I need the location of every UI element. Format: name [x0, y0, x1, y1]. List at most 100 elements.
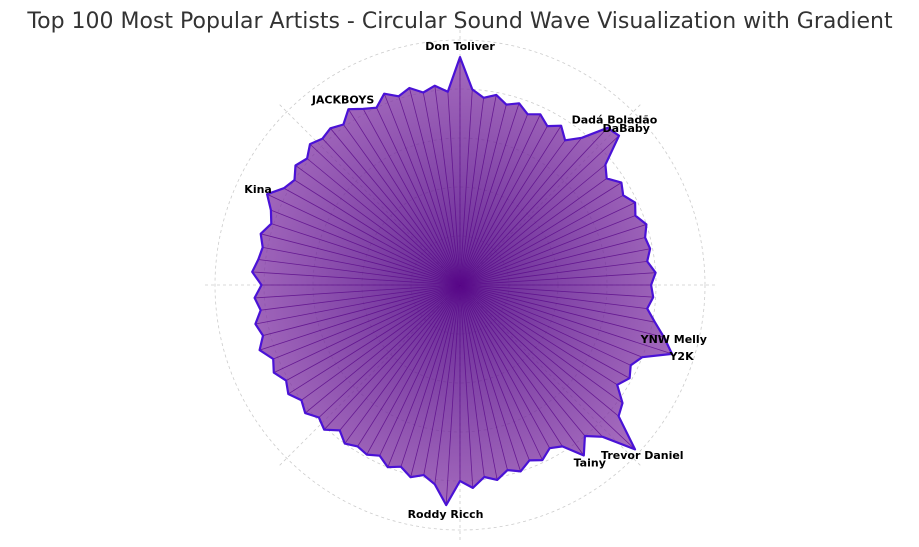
spoke	[260, 284, 461, 311]
artist-label: Dadá Boladão	[572, 114, 658, 127]
spoke	[459, 284, 551, 449]
spoke	[445, 284, 461, 506]
artist-label: YNW Melly	[640, 333, 707, 346]
spoke	[259, 284, 461, 351]
spoke	[343, 124, 461, 286]
spoke	[383, 93, 461, 286]
artist-label: Don Toliver	[425, 40, 495, 53]
grid-circle	[214, 39, 706, 531]
spoke	[459, 284, 631, 366]
artist-label: Tainy	[574, 457, 606, 470]
spoke	[459, 284, 474, 488]
spoke	[409, 87, 461, 286]
spoke	[294, 179, 461, 286]
spoke	[398, 96, 461, 286]
artist-label: DaBaby	[603, 122, 650, 135]
spoke	[459, 164, 606, 286]
spoke	[459, 97, 485, 286]
spoke	[459, 284, 563, 447]
spoke	[459, 125, 548, 286]
spoke	[459, 248, 651, 286]
spoke	[459, 284, 530, 461]
spoke	[459, 284, 656, 323]
spoke	[459, 284, 623, 404]
spoke	[376, 107, 461, 286]
spoke	[288, 284, 461, 395]
spoke	[459, 284, 654, 298]
spoke	[459, 284, 521, 472]
spoke	[304, 284, 461, 414]
spoke	[323, 284, 461, 430]
spoke	[283, 187, 461, 286]
spoke	[295, 165, 461, 286]
spoke	[459, 284, 508, 471]
spoke	[459, 137, 583, 286]
spoke	[459, 284, 585, 456]
spoke	[459, 182, 622, 286]
artist-label: Trevor Daniel	[601, 449, 684, 462]
spoke	[459, 104, 507, 286]
wave-outline	[251, 56, 674, 507]
spoke	[339, 284, 461, 431]
spoke	[447, 91, 461, 286]
spoke	[362, 108, 461, 286]
spoke	[255, 284, 461, 325]
spoke	[459, 284, 485, 478]
artist-label: Kina	[244, 183, 272, 196]
artist-label: Y2K	[668, 350, 694, 363]
spoke	[459, 89, 473, 286]
spoke	[459, 284, 543, 461]
spoke	[434, 284, 461, 485]
spoke	[459, 284, 630, 379]
spoke	[459, 284, 648, 310]
spoke	[459, 135, 620, 286]
spoke	[309, 143, 461, 286]
artist-label: Roddy Ricch	[408, 508, 484, 521]
spoke	[459, 284, 636, 450]
spoke	[270, 209, 461, 286]
spoke	[459, 284, 586, 437]
spoke	[459, 202, 636, 286]
spoke	[459, 140, 566, 286]
spoke	[306, 158, 461, 286]
spoke	[459, 114, 529, 286]
spoke	[459, 194, 624, 286]
spoke	[262, 246, 461, 286]
spoke	[387, 284, 461, 468]
spoke	[344, 284, 461, 444]
spoke	[459, 284, 673, 355]
spoke	[459, 260, 648, 286]
spoke	[459, 125, 562, 286]
spoke	[410, 284, 461, 478]
spoke	[459, 114, 541, 286]
spoke	[252, 271, 461, 286]
artist-label: JACKBOYS	[311, 94, 375, 107]
spoke	[400, 284, 461, 467]
spoke	[459, 284, 643, 358]
spoke	[459, 237, 646, 286]
spoke	[285, 284, 461, 381]
spoke	[366, 284, 461, 455]
spoke	[459, 284, 619, 417]
spoke	[459, 215, 636, 286]
spoke	[271, 223, 461, 286]
spoke	[459, 94, 497, 286]
spoke	[348, 108, 461, 286]
spoke	[330, 128, 461, 286]
spoke	[459, 178, 607, 286]
spoke	[258, 259, 461, 286]
spoke	[423, 284, 461, 476]
spoke	[273, 284, 461, 360]
spoke	[459, 284, 603, 438]
spoke	[357, 284, 461, 447]
spoke	[322, 138, 461, 286]
spoke	[273, 284, 461, 373]
spoke	[422, 92, 461, 286]
spoke	[459, 224, 647, 286]
spoke	[459, 284, 498, 481]
spoke	[459, 103, 520, 286]
spoke	[459, 272, 656, 286]
spoke	[434, 85, 461, 286]
spoke	[379, 284, 461, 456]
